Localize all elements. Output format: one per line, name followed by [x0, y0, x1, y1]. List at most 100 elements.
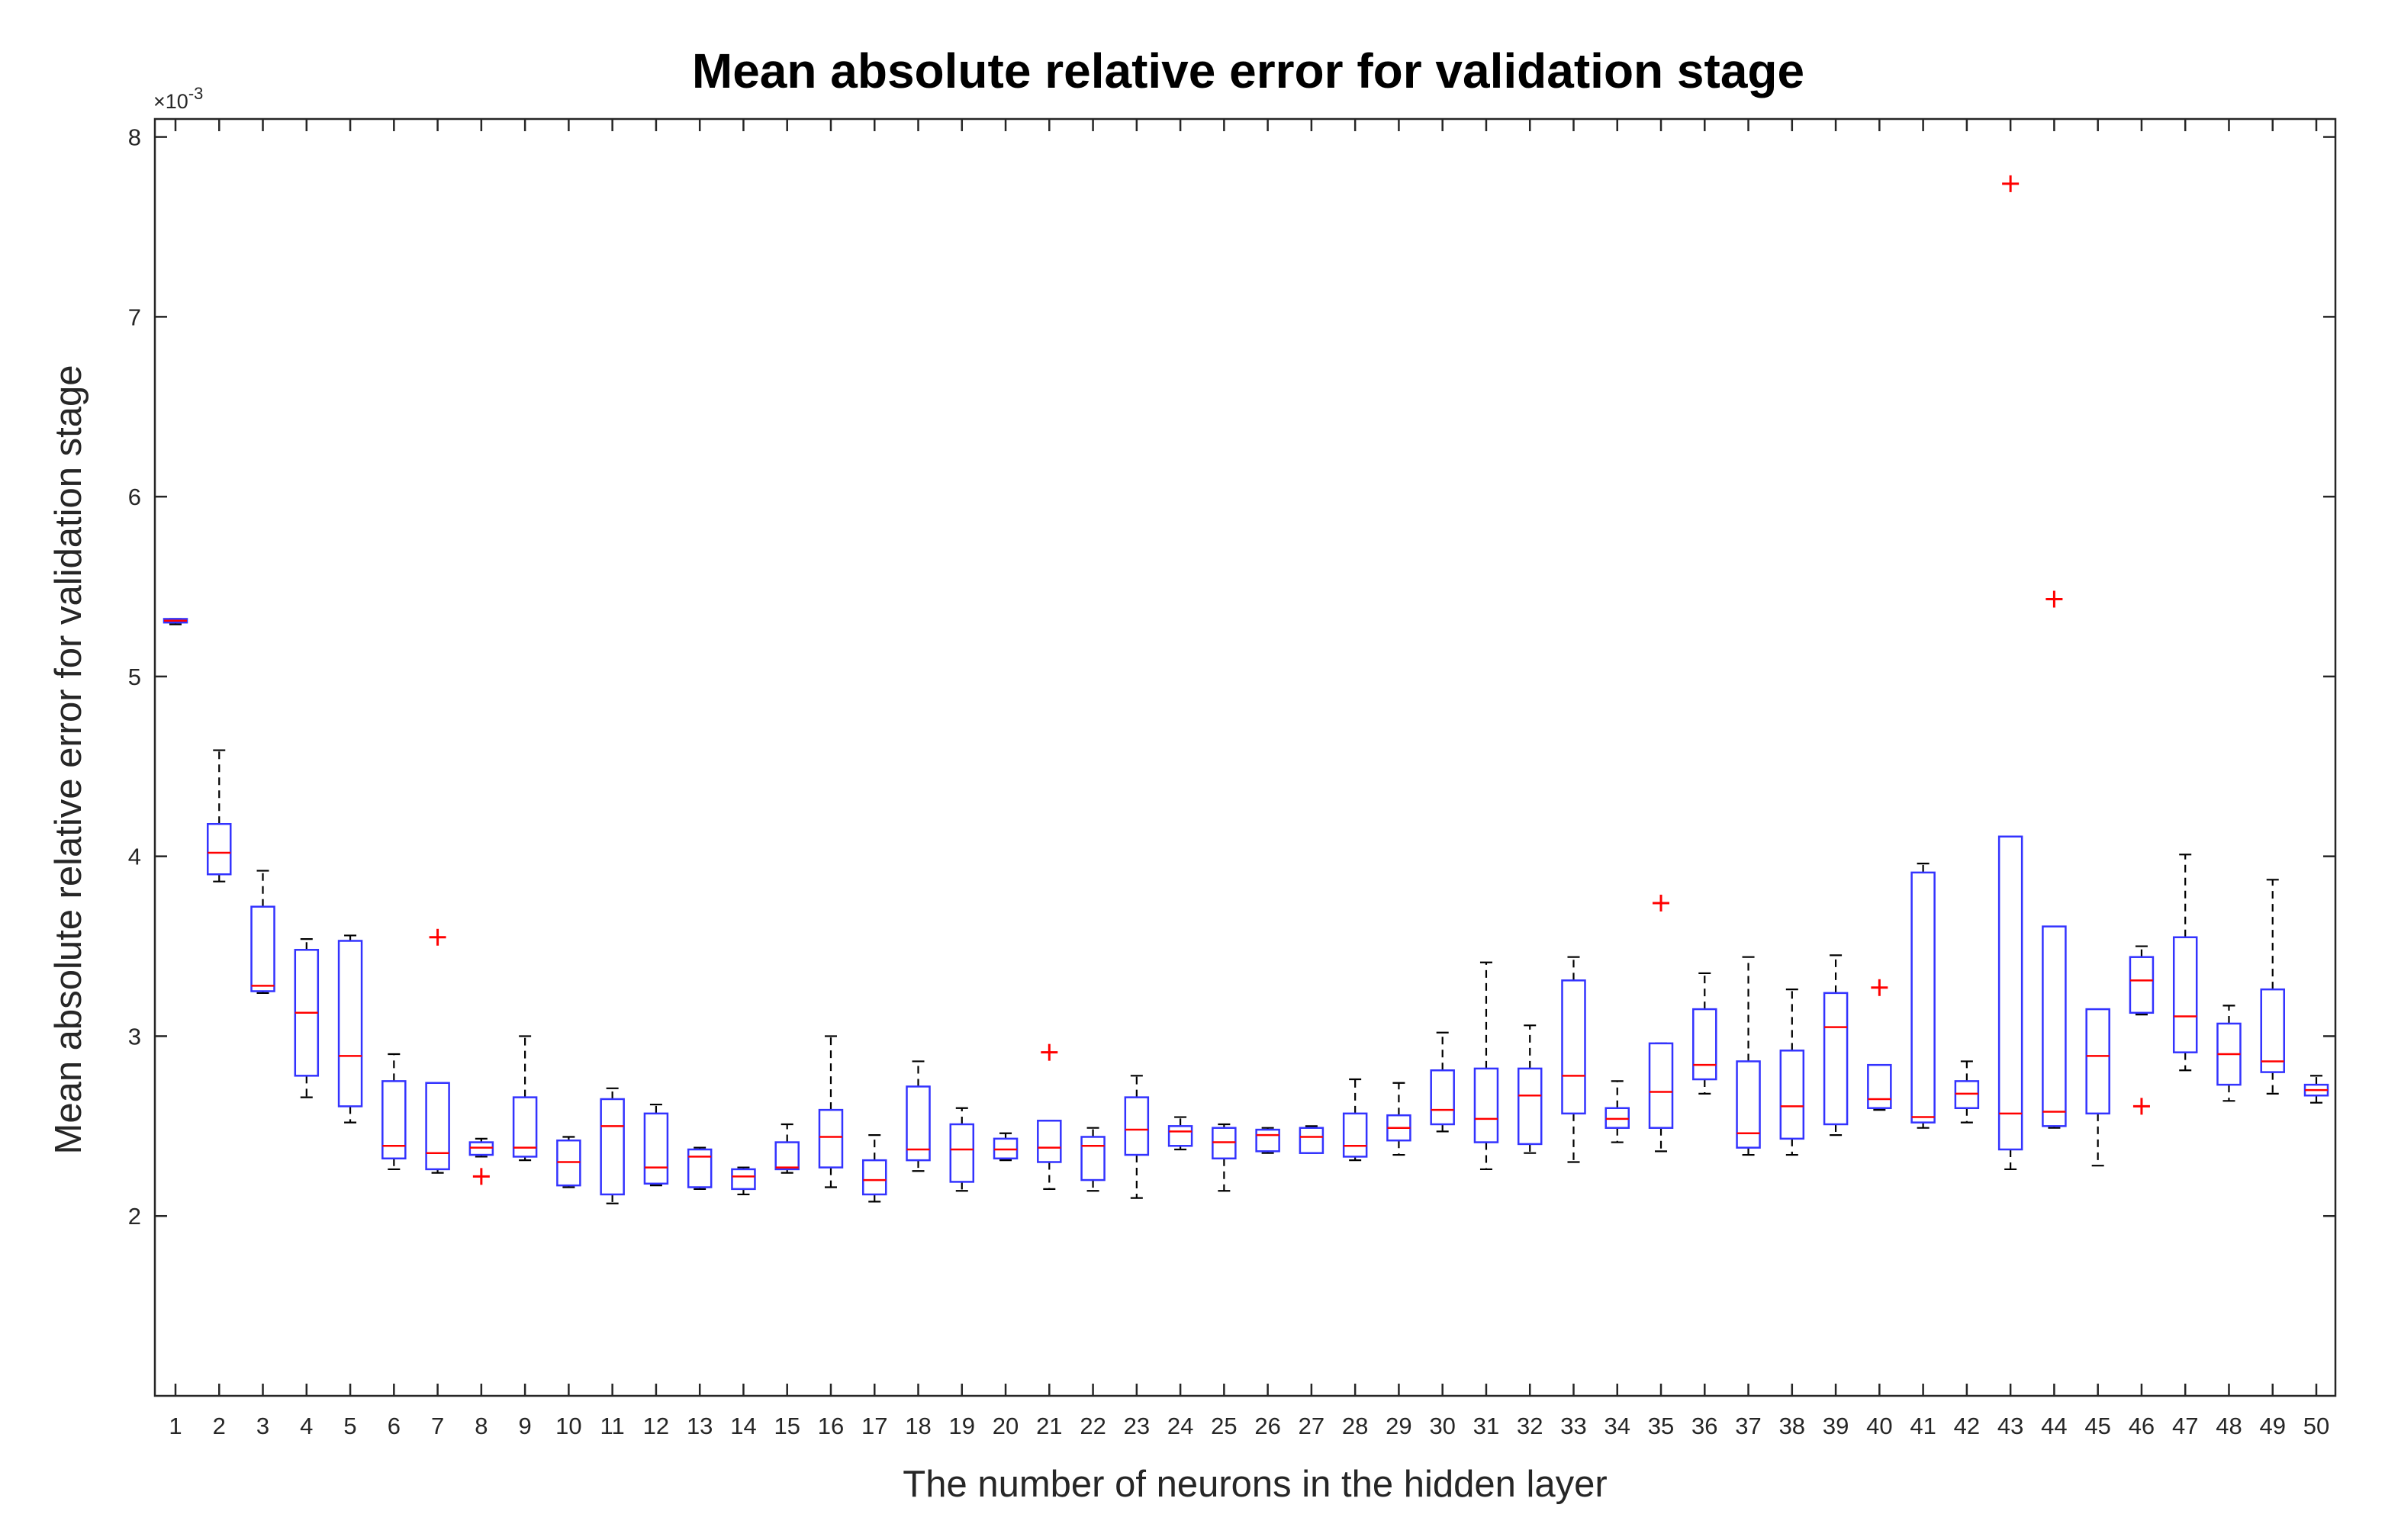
- box-20: [993, 1132, 1019, 1162]
- iqr-box: [731, 1168, 756, 1191]
- iqr-box: [1080, 1136, 1106, 1182]
- box-8: [468, 1137, 494, 1185]
- iqr-box: [1255, 1128, 1280, 1153]
- box-47: [2172, 854, 2198, 1072]
- box-36: [1692, 972, 1717, 1095]
- box-10: [556, 1136, 581, 1188]
- x-tick-label: 26: [1254, 1413, 1280, 1439]
- iqr-box: [906, 1085, 931, 1162]
- outlier-marker: [1653, 894, 1670, 911]
- box-14: [731, 1166, 756, 1196]
- iqr-box: [1430, 1069, 1455, 1126]
- plot-area-frame: [153, 117, 2337, 1397]
- box-7: [425, 928, 450, 1174]
- x-tick-label: 45: [2084, 1413, 2110, 1439]
- box-6: [381, 1053, 407, 1171]
- iqr-box: [643, 1112, 669, 1185]
- x-tick-label: 2: [213, 1413, 226, 1439]
- x-tick-label: 46: [2129, 1413, 2155, 1439]
- box-50: [2303, 1075, 2329, 1104]
- x-tick-label: 41: [1910, 1413, 1936, 1439]
- iqr-box: [2042, 925, 2067, 1127]
- iqr-box: [381, 1080, 407, 1160]
- iqr-box: [337, 940, 363, 1108]
- x-tick-label: 16: [818, 1413, 844, 1439]
- iqr-box: [600, 1098, 625, 1196]
- box-39: [1823, 954, 1849, 1137]
- x-tick-label: 14: [730, 1413, 756, 1439]
- x-tick-label: 24: [1167, 1413, 1193, 1439]
- iqr-box: [1561, 979, 1586, 1115]
- chart-title: Mean absolute relative error for validat…: [692, 43, 1804, 98]
- outlier-marker: [1041, 1043, 1058, 1061]
- box-37: [1736, 956, 1761, 1156]
- box-4: [294, 938, 320, 1098]
- box-46: [2129, 945, 2155, 1115]
- box-18: [906, 1060, 931, 1172]
- iqr-box: [1692, 1008, 1717, 1081]
- x-tick-label: 10: [555, 1413, 581, 1439]
- x-tick-label: 13: [687, 1413, 713, 1439]
- iqr-box: [1867, 1063, 1892, 1110]
- x-tick-label: 15: [774, 1413, 800, 1439]
- box-33: [1561, 956, 1586, 1163]
- iqr-box: [1299, 1127, 1324, 1154]
- box-16: [818, 1035, 844, 1188]
- outlier-marker: [2002, 175, 2020, 192]
- iqr-box: [1736, 1060, 1761, 1149]
- box-38: [1779, 989, 1805, 1156]
- x-tick-label: 25: [1211, 1413, 1237, 1439]
- box-32: [1517, 1024, 1543, 1154]
- box-43: [1997, 175, 2023, 1171]
- iqr-box: [1473, 1067, 1499, 1143]
- box-49: [2260, 879, 2285, 1095]
- box-15: [774, 1123, 800, 1174]
- box-34: [1604, 1080, 1630, 1143]
- outlier-marker: [2132, 1098, 2150, 1115]
- iqr-box: [2085, 1008, 2110, 1115]
- box-26: [1255, 1127, 1280, 1154]
- x-tick-label: 39: [1823, 1413, 1849, 1439]
- outlier-marker: [1871, 979, 1888, 996]
- iqr-box: [1167, 1125, 1193, 1147]
- iqr-box: [949, 1123, 975, 1183]
- x-tick-label: 31: [1473, 1413, 1499, 1439]
- x-tick-label: 34: [1604, 1413, 1630, 1439]
- iqr-box: [861, 1159, 887, 1196]
- iqr-box: [1910, 871, 1936, 1124]
- x-tick-label: 43: [1997, 1413, 2023, 1439]
- box-48: [2216, 1005, 2242, 1102]
- x-tick-label: 50: [2303, 1413, 2329, 1439]
- box-11: [600, 1087, 625, 1204]
- x-tick-label: 7: [431, 1413, 444, 1439]
- iqr-box: [1648, 1042, 1674, 1129]
- x-tick-label: 17: [861, 1413, 887, 1439]
- box-22: [1080, 1127, 1106, 1192]
- outlier-marker: [429, 928, 446, 946]
- x-tick-label: 32: [1517, 1413, 1543, 1439]
- x-tick-label: 28: [1342, 1413, 1368, 1439]
- x-axis-label: The number of neurons in the hidden laye…: [903, 1464, 1607, 1505]
- x-tick-label: 18: [905, 1413, 931, 1439]
- y-tick-label: 4: [128, 844, 141, 870]
- iqr-box: [1124, 1096, 1150, 1156]
- iqr-box: [250, 905, 275, 992]
- x-tick-label: 19: [949, 1413, 975, 1439]
- x-tick-label: 42: [1954, 1413, 1980, 1439]
- outlier-marker: [2045, 590, 2063, 608]
- box-21: [1037, 1043, 1062, 1190]
- iqr-box: [1517, 1067, 1543, 1146]
- x-tick-label: 33: [1560, 1413, 1586, 1439]
- x-tick-label: 8: [475, 1413, 488, 1439]
- y-tick-label: 6: [128, 484, 141, 510]
- box-30: [1430, 1031, 1455, 1133]
- y-tick-label: 3: [128, 1023, 141, 1050]
- x-tick-label: 1: [169, 1413, 182, 1439]
- box-42: [1954, 1060, 1980, 1124]
- iqr-box: [425, 1082, 450, 1171]
- iqr-box: [1823, 992, 1849, 1126]
- iqr-box: [1342, 1112, 1368, 1158]
- box-25: [1212, 1123, 1237, 1192]
- x-tick-label: 37: [1735, 1413, 1761, 1439]
